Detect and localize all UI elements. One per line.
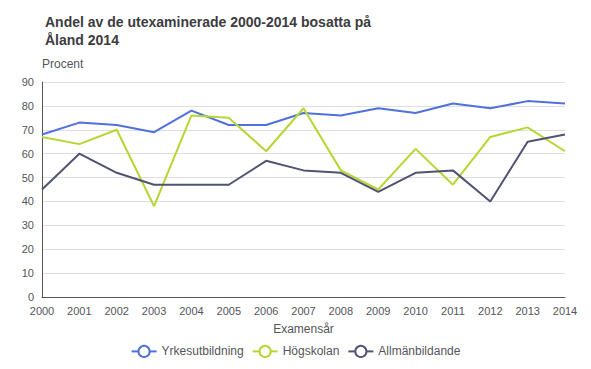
svg-text:2005: 2005: [217, 305, 241, 317]
svg-text:2011: 2011: [441, 305, 465, 317]
svg-text:Högskolan: Högskolan: [283, 344, 340, 358]
svg-text:2010: 2010: [403, 305, 427, 317]
svg-text:0: 0: [28, 291, 34, 303]
svg-text:60: 60: [22, 148, 34, 160]
svg-text:2000: 2000: [30, 305, 54, 317]
svg-text:2001: 2001: [67, 305, 91, 317]
svg-text:Allmänbildande: Allmänbildande: [378, 344, 460, 358]
svg-text:Yrkesutbildning: Yrkesutbildning: [162, 344, 244, 358]
svg-text:2013: 2013: [515, 305, 539, 317]
svg-text:50: 50: [22, 172, 34, 184]
svg-text:2012: 2012: [478, 305, 502, 317]
svg-text:Åland 2014: Åland 2014: [45, 32, 119, 48]
svg-text:40: 40: [22, 195, 34, 207]
svg-text:2004: 2004: [179, 305, 203, 317]
svg-text:30: 30: [22, 219, 34, 231]
svg-text:90: 90: [22, 76, 34, 88]
svg-text:2007: 2007: [291, 305, 315, 317]
svg-text:80: 80: [22, 100, 34, 112]
svg-text:20: 20: [22, 243, 34, 255]
svg-text:2002: 2002: [104, 305, 128, 317]
svg-text:2014: 2014: [553, 305, 577, 317]
svg-text:2006: 2006: [254, 305, 278, 317]
svg-text:Procent: Procent: [42, 57, 84, 71]
svg-text:Andel av de utexaminerade 2000: Andel av de utexaminerade 2000-2014 bosa…: [45, 14, 371, 30]
svg-text:2009: 2009: [366, 305, 390, 317]
svg-text:10: 10: [22, 267, 34, 279]
svg-text:Examensår: Examensår: [273, 322, 334, 336]
svg-text:70: 70: [22, 124, 34, 136]
svg-text:2003: 2003: [142, 305, 166, 317]
svg-text:2008: 2008: [329, 305, 353, 317]
